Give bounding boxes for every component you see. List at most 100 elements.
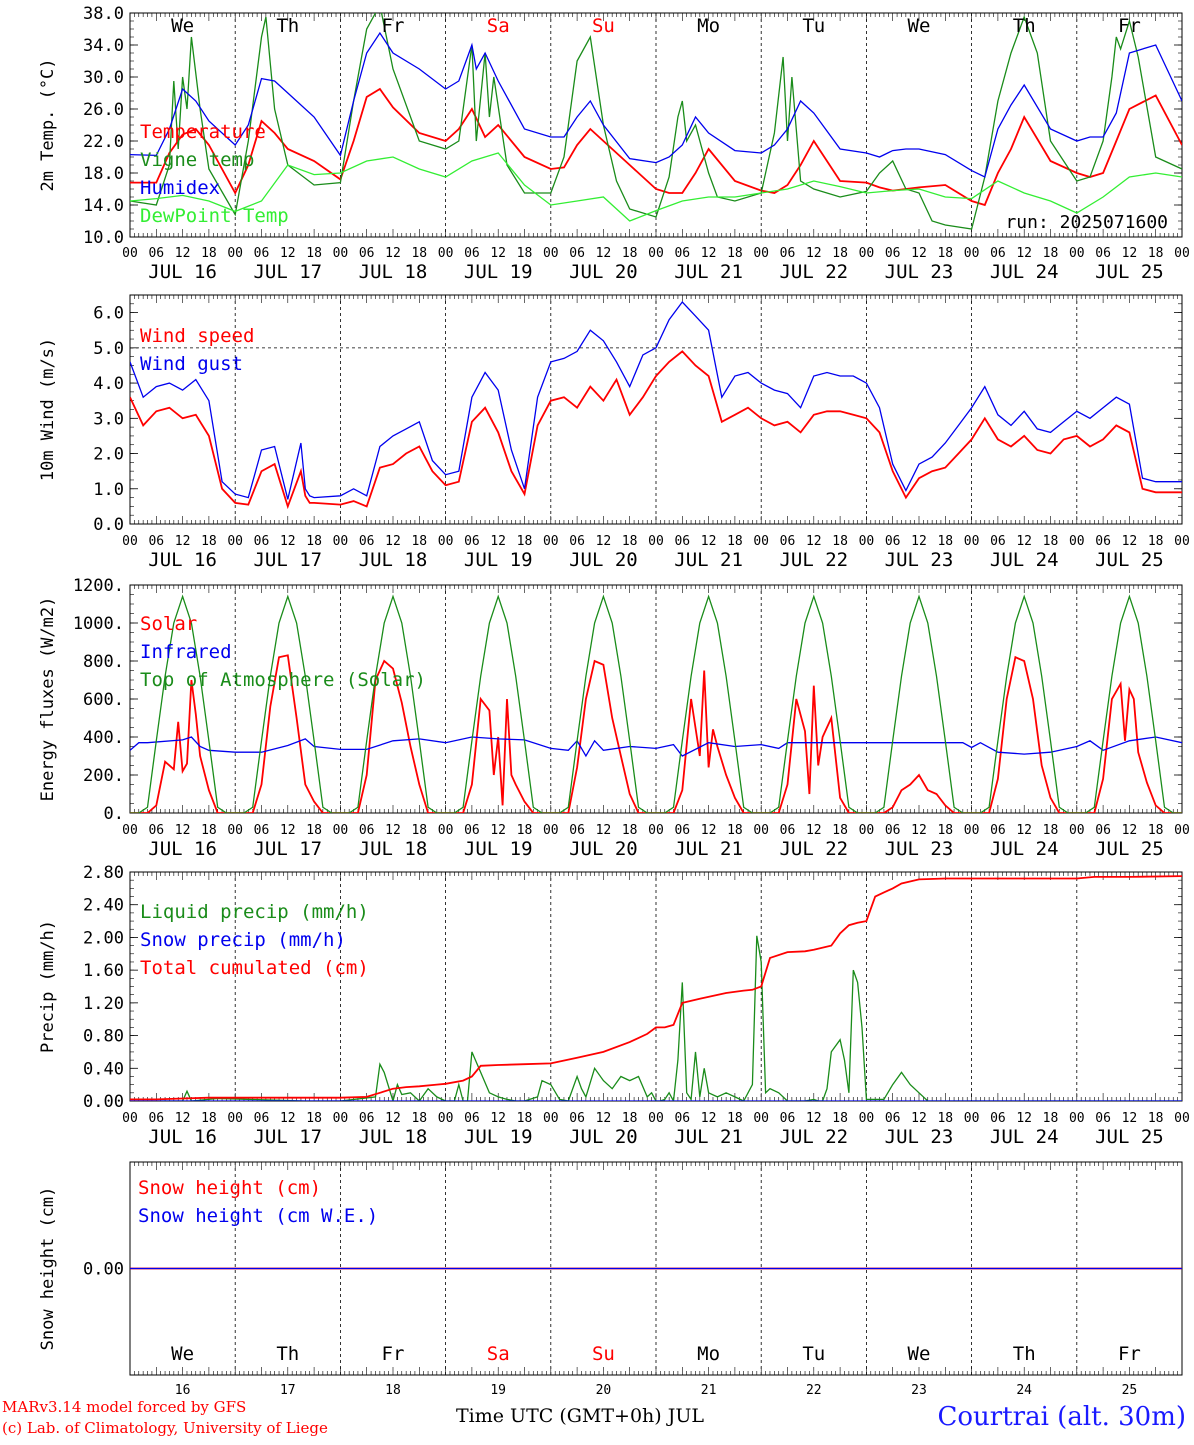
date-label: JUL 24 — [990, 261, 1059, 283]
hour-tick-label: 00 — [964, 534, 980, 549]
hour-tick-label: 00 — [964, 246, 980, 261]
day-name-label: Fr — [382, 15, 405, 37]
y-tick-label: 34.0 — [83, 36, 124, 56]
day-name-label: Sa — [487, 1343, 510, 1365]
day-number-label: 17 — [280, 1383, 296, 1398]
date-label: JUL 23 — [885, 1126, 954, 1148]
y-tick-label: 38.0 — [83, 4, 124, 24]
y-tick-label: 18.0 — [83, 164, 124, 184]
series-line-total-cumulated-cm- — [130, 875, 1182, 1101]
hour-tick-label: 18 — [306, 534, 322, 549]
hour-tick-label: 18 — [1148, 1111, 1164, 1126]
day-name-label: Th — [276, 1343, 299, 1365]
y-tick-label: 1.20 — [83, 994, 124, 1014]
legend-label: Wind speed — [140, 325, 254, 347]
y-tick-label: 0.80 — [83, 1027, 124, 1047]
hour-tick-label: 12 — [701, 246, 717, 261]
model-credit: MARv3.14 model forced by GFS — [2, 1398, 247, 1416]
hour-tick-label: 00 — [1069, 823, 1085, 838]
hour-tick-label: 00 — [438, 246, 454, 261]
hour-tick-label: 00 — [648, 534, 664, 549]
day-name-label: Th — [1013, 1343, 1036, 1365]
hour-tick-label: 18 — [727, 534, 743, 549]
date-label: JUL 25 — [1095, 838, 1164, 860]
hour-tick-label: 00 — [438, 1111, 454, 1126]
hour-tick-label: 18 — [306, 1111, 322, 1126]
hour-tick-label: 12 — [701, 823, 717, 838]
hour-tick-label: 06 — [148, 246, 164, 261]
y-tick-label: 0.00 — [83, 1092, 124, 1112]
date-label: JUL 16 — [148, 1126, 217, 1148]
panel-2: 0.0 1.0 2.0 3.0 4.0 5.0 6.0 10m Wind (m/s) Wind … — [38, 294, 1190, 571]
date-label: JUL 20 — [569, 549, 638, 571]
date-label: JUL 21 — [674, 549, 743, 571]
time-axis-label: Time UTC (GMT+0h) JUL — [456, 1405, 704, 1427]
hour-tick-label: 12 — [806, 534, 822, 549]
y-tick-label: 1000. — [73, 614, 124, 634]
hour-tick-label: 18 — [1148, 534, 1164, 549]
hour-tick-label: 12 — [280, 823, 296, 838]
hour-tick-label: 12 — [911, 246, 927, 261]
hour-tick-label: 00 — [122, 534, 138, 549]
y-tick-label: 0.00 — [83, 1260, 124, 1280]
hour-tick-label: 12 — [1016, 1111, 1032, 1126]
hour-tick-label: 18 — [1043, 534, 1059, 549]
date-label: JUL 18 — [359, 838, 428, 860]
hour-tick-label: 00 — [438, 823, 454, 838]
hour-tick-label: 18 — [411, 246, 427, 261]
y-tick-label: 1.60 — [83, 961, 124, 981]
day-number-label: 20 — [596, 1383, 612, 1398]
hour-tick-label: 00 — [333, 534, 349, 549]
day-number-label: 19 — [490, 1383, 506, 1398]
hour-tick-label: 18 — [832, 246, 848, 261]
hour-tick-label: 06 — [569, 246, 585, 261]
hour-tick-label: 18 — [1043, 823, 1059, 838]
hour-tick-label: 00 — [859, 823, 875, 838]
hour-tick-label: 06 — [1095, 1111, 1111, 1126]
hour-tick-label: 12 — [175, 823, 191, 838]
hour-tick-label: 12 — [911, 534, 927, 549]
hour-tick-label: 06 — [359, 823, 375, 838]
hour-tick-label: 18 — [937, 1111, 953, 1126]
hour-tick-label: 18 — [517, 246, 533, 261]
y-tick-label: 14.0 — [83, 196, 124, 216]
hour-tick-label: 18 — [201, 823, 217, 838]
hour-tick-label: 06 — [674, 823, 690, 838]
hour-tick-label: 12 — [1122, 534, 1138, 549]
hour-tick-label: 12 — [385, 246, 401, 261]
hour-tick-label: 00 — [543, 534, 559, 549]
y-tick-label: 6.0 — [93, 304, 124, 324]
day-number-label: 22 — [806, 1383, 822, 1398]
date-label: JUL 17 — [253, 838, 322, 860]
hour-tick-label: 18 — [201, 1111, 217, 1126]
hour-tick-label: 00 — [333, 246, 349, 261]
hour-tick-label: 00 — [543, 823, 559, 838]
date-label: JUL 19 — [464, 1126, 533, 1148]
hour-tick-label: 18 — [832, 823, 848, 838]
y-tick-label: 2.40 — [83, 896, 124, 916]
hour-tick-label: 00 — [122, 246, 138, 261]
hour-tick-label: 06 — [780, 1111, 796, 1126]
y-tick-label: 26.0 — [83, 100, 124, 120]
y-tick-label: 10.0 — [83, 228, 124, 248]
day-number-label: 24 — [1016, 1383, 1032, 1398]
day-number-label: 18 — [385, 1383, 401, 1398]
hour-tick-label: 12 — [806, 1111, 822, 1126]
day-name-label: Tu — [802, 1343, 825, 1365]
hour-tick-label: 18 — [1148, 246, 1164, 261]
y-tick-label: 0. — [104, 804, 124, 824]
hour-tick-label: 12 — [701, 1111, 717, 1126]
hour-tick-label: 18 — [1148, 823, 1164, 838]
legend-label: Vigne temp — [140, 149, 254, 171]
hour-tick-label: 06 — [464, 534, 480, 549]
day-name-label: We — [908, 1343, 931, 1365]
hour-tick-label: 00 — [1069, 1111, 1085, 1126]
hour-tick-label: 06 — [674, 246, 690, 261]
hour-tick-label: 00 — [1069, 534, 1085, 549]
date-label: JUL 25 — [1095, 549, 1164, 571]
day-name-label: We — [908, 15, 931, 37]
hour-tick-label: 12 — [1122, 823, 1138, 838]
hour-tick-label: 18 — [306, 246, 322, 261]
hour-tick-label: 06 — [674, 534, 690, 549]
series-line-top-of-atmosphere-solar- — [130, 594, 1182, 813]
